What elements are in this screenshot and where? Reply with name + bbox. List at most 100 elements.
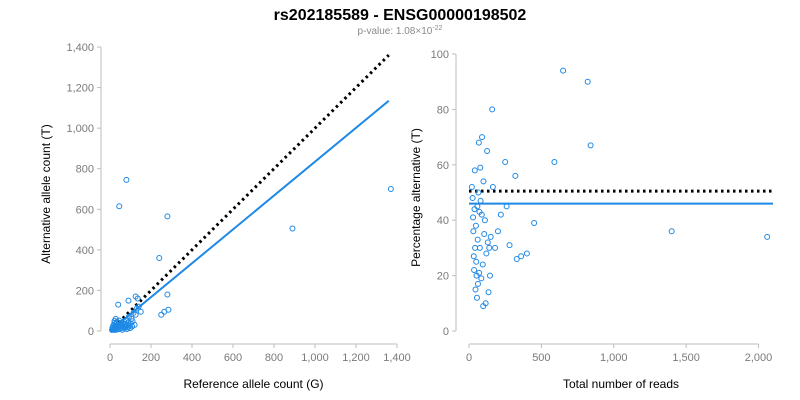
data-point bbox=[485, 289, 492, 296]
data-point bbox=[164, 213, 171, 220]
data-point bbox=[484, 239, 491, 246]
data-point bbox=[131, 321, 138, 328]
x-tick-label: 1,500 bbox=[672, 352, 700, 364]
x-tick-label: 2,000 bbox=[745, 352, 773, 364]
data-point bbox=[165, 306, 172, 313]
y-axis-label: Alternative allele count (T) bbox=[39, 124, 53, 263]
data-point bbox=[764, 233, 771, 240]
panel-percentage-alternative: 0 20 40 60 80 100 0 500 1,000 1,500 2,000 Total num… bbox=[409, 49, 773, 391]
y-tick-label: 600 bbox=[76, 204, 94, 216]
y-tick-label: 0 bbox=[88, 326, 94, 338]
data-point bbox=[470, 253, 477, 260]
data-point bbox=[473, 258, 480, 265]
y-tick-label: 200 bbox=[76, 285, 94, 297]
data-point bbox=[156, 254, 163, 261]
data-point bbox=[480, 178, 487, 185]
data-point bbox=[486, 244, 493, 251]
data-point bbox=[135, 303, 142, 310]
data-point bbox=[523, 250, 530, 257]
data-point bbox=[478, 275, 485, 282]
x-tick-label: 500 bbox=[532, 352, 550, 364]
data-point bbox=[518, 253, 525, 260]
data-point bbox=[482, 300, 489, 307]
data-point bbox=[497, 211, 504, 218]
data-point bbox=[481, 231, 488, 238]
data-point bbox=[484, 147, 491, 154]
data-point bbox=[470, 214, 477, 221]
data-point bbox=[472, 244, 479, 251]
x-axis-label: Total number of reads bbox=[563, 377, 679, 391]
data-point bbox=[115, 301, 122, 308]
x-tick-label: 800 bbox=[265, 352, 283, 364]
data-point bbox=[506, 242, 513, 249]
data-point bbox=[584, 78, 591, 85]
data-point bbox=[468, 183, 475, 190]
data-point bbox=[474, 280, 481, 287]
data-point bbox=[471, 167, 478, 174]
y-tick-label: 400 bbox=[76, 245, 94, 257]
data-point bbox=[477, 197, 484, 204]
fit-line bbox=[109, 99, 390, 332]
y-tick-label: 40 bbox=[437, 215, 449, 227]
data-point bbox=[477, 164, 484, 171]
data-point bbox=[479, 261, 486, 268]
data-point bbox=[502, 159, 509, 166]
y-tick-label: 0 bbox=[443, 326, 449, 338]
y-tick-label: 20 bbox=[437, 271, 449, 283]
chart-title: rs202185589 - ENSG00000198502 bbox=[274, 7, 527, 24]
data-point bbox=[489, 183, 496, 190]
data-point bbox=[472, 286, 479, 293]
reference-line bbox=[108, 54, 390, 333]
data-point bbox=[494, 228, 501, 235]
y-tick-label: 800 bbox=[76, 164, 94, 176]
data-point bbox=[476, 244, 483, 251]
p-value-exponent: -22 bbox=[432, 25, 442, 32]
data-point bbox=[132, 293, 139, 300]
data-point bbox=[474, 236, 481, 243]
panel-allele-counts: 0 200 400 600 800 1,000 1,200 1,400 0 200 400 600 80… bbox=[39, 42, 411, 391]
data-point bbox=[531, 219, 538, 226]
data-point bbox=[560, 67, 567, 74]
data-point bbox=[668, 228, 675, 235]
data-point bbox=[486, 272, 493, 279]
y-tick-label: 1,400 bbox=[66, 42, 94, 54]
y-axis-label: Percentage alternative (T) bbox=[409, 128, 423, 267]
data-point bbox=[503, 203, 510, 210]
data-point bbox=[492, 244, 499, 251]
y-tick-label: 80 bbox=[437, 104, 449, 116]
p-value-text: p-value: 1.08×10 bbox=[358, 26, 433, 37]
data-point bbox=[116, 203, 123, 210]
y-tick-label: 1,200 bbox=[66, 83, 94, 95]
data-point bbox=[551, 159, 558, 166]
data-point bbox=[476, 269, 483, 276]
y-tick-label: 1,000 bbox=[66, 123, 94, 135]
x-tick-label: 200 bbox=[142, 352, 160, 364]
data-point bbox=[481, 217, 488, 224]
data-point bbox=[475, 189, 482, 196]
data-point bbox=[483, 250, 490, 257]
data-point bbox=[513, 255, 520, 262]
data-point bbox=[137, 308, 144, 315]
data-point bbox=[387, 186, 394, 192]
data-point bbox=[475, 139, 482, 146]
x-tick-label: 400 bbox=[183, 352, 201, 364]
data-point bbox=[472, 222, 479, 229]
data-point bbox=[478, 211, 485, 218]
data-point bbox=[125, 297, 132, 304]
data-point bbox=[164, 291, 171, 298]
data-point bbox=[512, 172, 519, 179]
data-point bbox=[471, 267, 478, 274]
data-point bbox=[469, 195, 476, 202]
x-tick-label: 0 bbox=[107, 352, 113, 364]
data-point bbox=[111, 317, 118, 324]
x-tick-label: 600 bbox=[224, 352, 242, 364]
x-tick-label: 0 bbox=[466, 352, 472, 364]
x-axis-label: Reference allele count (G) bbox=[183, 377, 323, 391]
data-point bbox=[470, 228, 477, 235]
data-point bbox=[479, 134, 486, 141]
chart-subtitle: p-value: 1.08×10-22 bbox=[358, 25, 443, 37]
data-point bbox=[123, 176, 130, 183]
data-point bbox=[158, 311, 165, 318]
x-tick-label: 1,200 bbox=[342, 352, 370, 364]
